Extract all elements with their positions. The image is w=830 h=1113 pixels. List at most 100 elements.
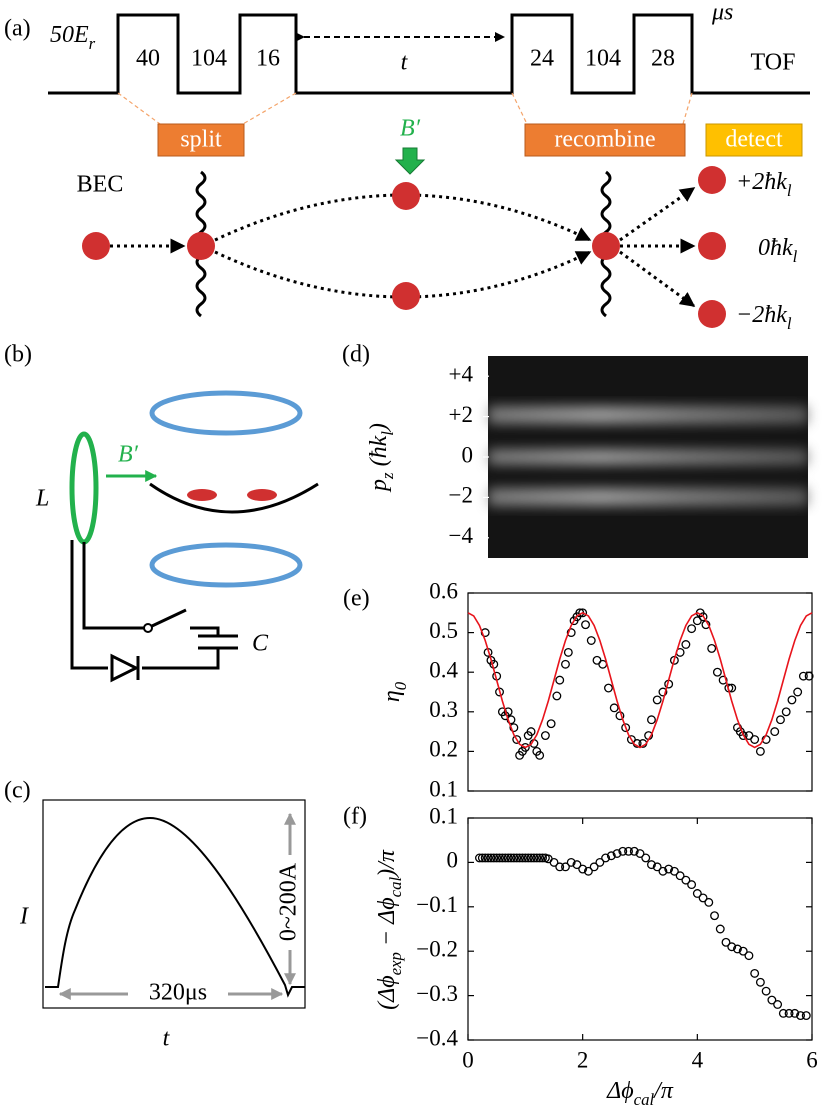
inductor-label: L: [35, 486, 49, 512]
y-tick-label: +2: [449, 402, 473, 427]
data-point: [738, 731, 748, 741]
data-point: [598, 659, 608, 669]
stage-box: [157, 123, 245, 157]
label-text: η: [379, 690, 405, 702]
y-tick-label: 0.1: [429, 776, 458, 801]
data-point: [509, 853, 519, 863]
data-point: [687, 624, 697, 634]
data-point: [503, 707, 513, 717]
data-point: [500, 853, 510, 863]
y-tick-label: 0.2: [429, 737, 458, 762]
data-point: [773, 1000, 783, 1009]
pulse-duration: 104: [191, 46, 227, 72]
x-tick-label: 4: [692, 1047, 704, 1072]
data-point: [523, 853, 533, 863]
data-point: [609, 703, 619, 713]
label-subscript: l: [787, 314, 792, 333]
pulse-duration: 104: [585, 46, 621, 72]
switch: [143, 623, 153, 633]
data-point: [715, 924, 725, 934]
y-tick-label: −0.4: [416, 1025, 458, 1050]
label-subscript: r: [89, 34, 96, 53]
field-label: B′: [118, 442, 139, 468]
data-point: [733, 944, 742, 954]
data-point: [561, 659, 570, 669]
y-tick-label: 0.4: [429, 657, 458, 682]
data-point: [641, 853, 651, 863]
data-point: [652, 862, 662, 872]
data-point: [755, 977, 765, 987]
data-point: [589, 862, 599, 872]
y-tick-label: 0.1: [429, 803, 458, 828]
data-point: [549, 857, 559, 867]
momentum-label: −2ħkl: [736, 302, 792, 334]
label-subscript: z: [378, 472, 397, 480]
y-tick-label: −0.2: [416, 936, 458, 961]
momentum-label: +2ħkl: [736, 169, 792, 201]
duration-label: 320μs: [149, 980, 207, 1006]
data-point: [629, 846, 639, 856]
pulse-duration: 16: [256, 46, 280, 72]
data-point: [563, 647, 573, 657]
current-trace: [45, 816, 305, 998]
label-text: (Δϕ: [374, 975, 400, 1010]
data-point: [778, 1008, 788, 1018]
data-point: [621, 723, 631, 733]
data-point: [601, 853, 611, 863]
panel-label: (d): [342, 342, 370, 368]
panel-label: (f): [343, 804, 367, 830]
data-point: [535, 853, 545, 863]
label-text: −2ħk: [736, 302, 787, 328]
data-point: [618, 846, 628, 856]
data-point: [506, 715, 516, 725]
coil: [149, 390, 303, 436]
data-point: [781, 707, 791, 717]
atom-cloud: [247, 489, 277, 501]
data-point: [658, 687, 668, 697]
data-point: [635, 849, 645, 858]
unit-label: μs: [711, 0, 733, 26]
data-point: [710, 911, 719, 921]
data-point: [669, 866, 679, 876]
momentum-label: 0ħkl: [758, 235, 798, 267]
label-text: − Δϕ: [374, 897, 400, 952]
data-point: [546, 719, 556, 729]
x-axis-label: t: [163, 1026, 171, 1052]
atom-cloud: [82, 166, 726, 328]
coil: [149, 542, 303, 588]
label-text: p: [366, 479, 392, 493]
panel-label: (e): [343, 586, 370, 612]
x-tick-label: 2: [577, 1047, 589, 1072]
plot-frame: [467, 817, 813, 1041]
data-point: [578, 608, 588, 618]
panel-label: (b): [4, 342, 32, 368]
bec-label: BEC: [77, 172, 124, 198]
pulse-sequence: [48, 13, 810, 95]
data-point: [538, 853, 547, 863]
atom-cloud: [187, 489, 217, 501]
data-point: [495, 853, 504, 863]
data-point: [793, 687, 803, 697]
label-subscript: l: [793, 247, 798, 266]
gradient-coil: [69, 431, 99, 545]
y-tick-label: −0.1: [416, 892, 458, 917]
label-text: 0ħk: [758, 235, 793, 261]
panel-label: (c): [4, 778, 31, 804]
data-point: [606, 851, 616, 861]
data-point: [586, 636, 596, 645]
data-point: [506, 853, 516, 863]
label-subscript: exp: [386, 952, 405, 975]
amplitude-label: 50Er: [50, 22, 96, 54]
data-point: [477, 853, 487, 863]
label-text: 50E: [50, 22, 89, 48]
y-tick-label: −4: [449, 523, 474, 548]
data-point: [707, 643, 717, 653]
pulse-duration: 40: [136, 46, 160, 72]
data-point: [755, 746, 765, 756]
y-axis-label: I: [19, 904, 29, 930]
label-text: +2ħk: [736, 169, 787, 195]
y-tick-label: 0: [447, 848, 459, 873]
data-point: [526, 727, 536, 737]
label-subscript: l: [787, 181, 792, 200]
